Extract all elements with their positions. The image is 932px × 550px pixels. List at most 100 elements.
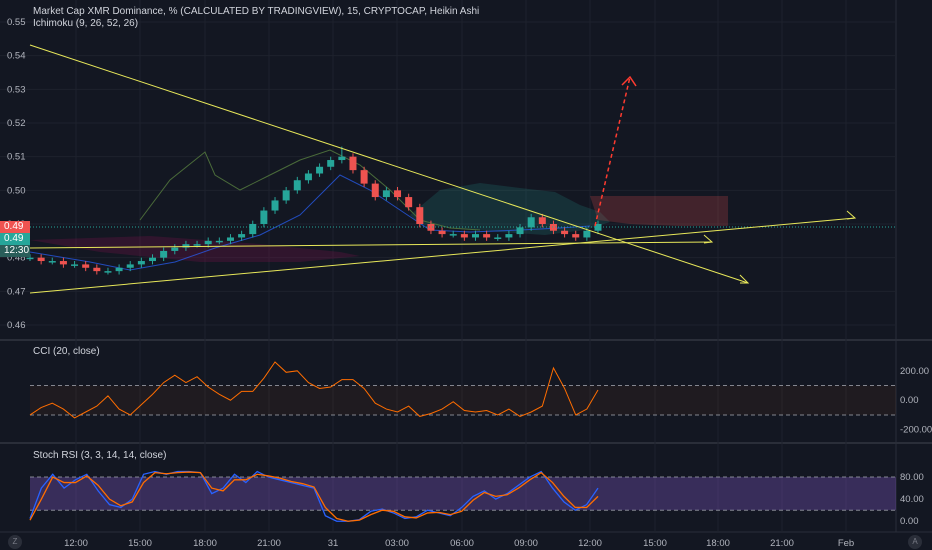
price-tick-label: 0.48 — [7, 253, 26, 264]
candle-body — [182, 244, 190, 248]
candle-body — [126, 264, 134, 268]
candle-body — [82, 264, 90, 268]
candle-body — [171, 247, 179, 251]
trendlines-group — [29, 44, 857, 294]
candle-body — [572, 234, 580, 238]
stoch-d-line — [29, 471, 599, 522]
time-tick-label: 12:00 — [578, 538, 602, 549]
ichimoku-legend[interactable]: Ichimoku (9, 26, 52, 26) — [33, 18, 139, 29]
candle-body — [204, 240, 212, 245]
price-tick-label: 0.53 — [7, 84, 26, 95]
candle-body — [26, 257, 34, 260]
candle-body — [394, 190, 402, 198]
stoch-band — [30, 477, 896, 511]
time-tick-label: 18:00 — [706, 538, 730, 549]
candle-body — [93, 267, 101, 272]
descending-trendline[interactable] — [29, 44, 749, 284]
timezone-button[interactable]: Z — [8, 535, 22, 549]
candle-body — [360, 170, 368, 184]
time-tick-label: 21:00 — [257, 538, 281, 549]
time-tick-label: 12:00 — [64, 538, 88, 549]
conversion-line — [29, 174, 591, 271]
trendline-arrowhead — [846, 210, 857, 220]
candle-body — [160, 250, 168, 258]
trendline-arrowhead — [739, 274, 750, 284]
breakout-arrow[interactable] — [594, 76, 631, 227]
cci-band — [30, 385, 896, 415]
stoch-legend[interactable]: Stoch RSI (3, 3, 14, 14, close) — [33, 450, 167, 461]
price-tick-label: 0.51 — [7, 152, 26, 163]
candle-body — [427, 224, 435, 231]
price-tag-current: 0.49 — [0, 221, 30, 233]
candle-body — [516, 227, 524, 235]
candle-body — [494, 237, 502, 239]
cci-tick-label: -200.00 — [900, 425, 932, 436]
candle-body — [471, 234, 479, 238]
ascending-trendline[interactable] — [29, 217, 856, 294]
candle-body — [293, 180, 301, 191]
trendline-arrowhead — [703, 234, 714, 244]
candle-body — [561, 230, 569, 235]
candle-body — [271, 200, 279, 211]
candle-body — [71, 264, 79, 266]
cloud-bearish — [590, 196, 728, 226]
time-tick-label: 31 — [328, 538, 339, 549]
cloud-bearish-left — [30, 236, 360, 262]
horizontal-trendline[interactable] — [29, 241, 713, 249]
stoch-tick-label: 80.00 — [900, 472, 924, 483]
auto-scale-button[interactable]: A — [908, 535, 922, 549]
candle-body — [149, 257, 157, 262]
candle-body — [48, 261, 56, 263]
cci-tick-label: 0.00 — [900, 395, 919, 406]
stoch-tick-label: 40.00 — [900, 494, 924, 505]
candles-group — [26, 146, 896, 275]
cci-tick-label: 200.00 — [900, 366, 929, 377]
price-tag-close: 0.49 — [0, 233, 30, 245]
candle-body — [382, 190, 390, 198]
time-tick-label: 21:00 — [770, 538, 794, 549]
candle-body — [115, 267, 123, 272]
candle-body — [327, 160, 335, 167]
candle-body — [583, 230, 591, 238]
candle-body — [260, 210, 268, 224]
grid-lines — [0, 0, 896, 532]
cloud-bullish — [410, 183, 610, 235]
candle-body — [304, 173, 312, 181]
candle-body — [505, 234, 513, 238]
candle-body — [215, 240, 223, 243]
breakout-arrowhead — [621, 75, 637, 87]
countdown-tag: 12:30 — [0, 245, 30, 257]
candle-body — [449, 234, 457, 236]
candle-body — [193, 244, 201, 246]
candle-body — [282, 190, 290, 201]
candle-body — [249, 224, 257, 235]
chart-title: Market Cap XMR Dominance, % (CALCULATED … — [33, 6, 480, 17]
candle-body — [438, 230, 446, 235]
time-tick-label: 18:00 — [193, 538, 217, 549]
time-tick-label: 09:00 — [514, 538, 538, 549]
candle-body — [483, 234, 491, 238]
cci-legend[interactable]: CCI (20, close) — [33, 346, 100, 357]
price-tick-label: 0.50 — [7, 185, 26, 196]
price-tick-label: 0.54 — [7, 51, 26, 62]
price-tick-label: 0.52 — [7, 118, 26, 129]
candle-body — [538, 217, 546, 224]
stoch-tick-label: 0.00 — [900, 516, 919, 527]
price-tick-label: 0.47 — [7, 286, 26, 297]
cci-line — [29, 361, 599, 419]
time-tick-label: 15:00 — [128, 538, 152, 549]
candle-body — [527, 217, 535, 228]
price-tick-label: 0.55 — [7, 17, 26, 28]
price-tick-label: 0.46 — [7, 320, 26, 331]
candle-body — [460, 234, 468, 238]
candle-body — [338, 156, 346, 161]
candle-body — [349, 156, 357, 171]
candle-body — [416, 207, 424, 224]
time-tick-label: Feb — [838, 538, 854, 549]
candle-body — [59, 261, 67, 265]
time-tick-label: 15:00 — [643, 538, 667, 549]
stoch-group — [29, 470, 896, 522]
candle-body — [371, 183, 379, 198]
candle-body — [104, 271, 112, 273]
